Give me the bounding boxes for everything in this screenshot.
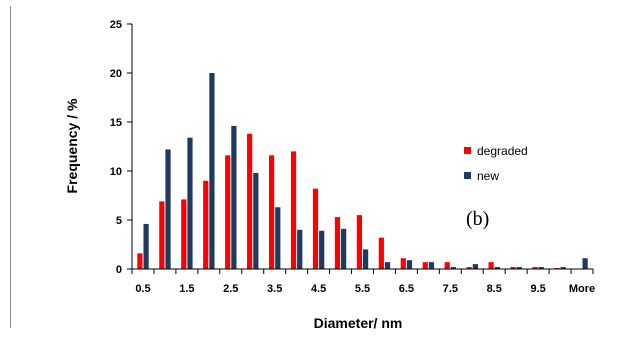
bar-new-1 — [165, 149, 171, 269]
legend-swatch-degraded — [464, 147, 471, 154]
bar-new-8 — [472, 264, 478, 269]
bar-new-3.5 — [275, 207, 281, 269]
legend-label-new: new — [477, 169, 499, 183]
bar-new-7 — [428, 262, 435, 269]
bar-degraded-8.5 — [488, 262, 494, 269]
x-tick-label: 3.5 — [267, 283, 282, 295]
x-tick-label: 1.5 — [179, 283, 194, 295]
bar-degraded-9 — [510, 267, 516, 269]
bar-new-5 — [341, 228, 347, 269]
bar-degraded-1.5 — [181, 199, 187, 269]
x-tick-label: More — [569, 283, 595, 295]
bars-layer — [137, 73, 588, 269]
bar-degraded-8 — [466, 267, 472, 269]
bar-new-1.5 — [187, 137, 193, 269]
axes-layer — [127, 23, 594, 274]
bar-degraded-4 — [290, 151, 297, 269]
y-tick-label: 10 — [110, 166, 122, 178]
bar-new-9.5 — [538, 267, 544, 269]
bar-new-0.5 — [143, 223, 149, 269]
bar-new-2.5 — [231, 125, 237, 269]
x-tick-label: 0.5 — [135, 283, 150, 295]
y-tick-label: 20 — [110, 68, 122, 80]
bar-degraded-0.5 — [137, 253, 143, 269]
bar-new-More — [582, 258, 588, 269]
bar-degraded-3 — [247, 133, 253, 269]
bar-degraded-2 — [203, 180, 209, 269]
bar-degraded-6.5 — [400, 258, 406, 269]
bar-new-4 — [297, 229, 303, 269]
bar-degraded-5.5 — [356, 215, 362, 269]
bar-degraded-9.5 — [532, 267, 538, 269]
bar-new-5.5 — [363, 249, 369, 269]
x-tick-label: 2.5 — [223, 283, 238, 295]
left-border-line — [10, 6, 11, 328]
y-tick-label: 15 — [110, 117, 122, 129]
bar-degraded-1 — [159, 201, 165, 269]
x-tick-label: 7.5 — [443, 283, 458, 295]
bar-degraded-3.5 — [268, 155, 275, 269]
x-tick-label: 5.5 — [355, 283, 370, 295]
x-tick-label: 8.5 — [487, 283, 502, 295]
y-tick-label: 25 — [110, 19, 122, 31]
x-tick-label: 9.5 — [530, 283, 545, 295]
bar-new-2 — [209, 73, 215, 269]
bar-new-6.5 — [406, 260, 413, 269]
bar-degraded-6 — [378, 237, 384, 269]
bar-new-6 — [384, 262, 391, 269]
bar-new-4.5 — [319, 230, 325, 269]
y-tick-label: 0 — [116, 264, 122, 276]
x-axis-title: Diameter/ nm — [314, 315, 403, 331]
bar-new-8.5 — [494, 267, 500, 269]
bar-degraded-7.5 — [444, 262, 450, 269]
legend: degraded new — [464, 144, 528, 183]
bar-degraded-7 — [422, 262, 428, 269]
panel-annotation: (b) — [466, 208, 489, 230]
bar-new-7.5 — [450, 267, 457, 269]
y-tick-label: 5 — [116, 215, 122, 227]
bar-new-9 — [516, 267, 522, 269]
bar-degraded-5 — [334, 217, 341, 269]
legend-swatch-new — [464, 172, 471, 179]
x-tick-label: 6.5 — [399, 283, 414, 295]
x-tick-label: 4.5 — [311, 283, 326, 295]
bar-degraded-2.5 — [225, 155, 231, 269]
y-axis-title: Frequency / % — [64, 98, 80, 193]
bar-new-3 — [253, 172, 259, 269]
legend-label-degraded: degraded — [477, 144, 528, 158]
bar-new-10 — [560, 267, 566, 269]
bar-degraded-4.5 — [312, 188, 319, 269]
tick-labels-layer: 0 5 10 15 20 25 0.5 1.5 2.5 3.5 4.5 5.5 6.5 7.5 8.5 9.5… — [110, 19, 595, 295]
